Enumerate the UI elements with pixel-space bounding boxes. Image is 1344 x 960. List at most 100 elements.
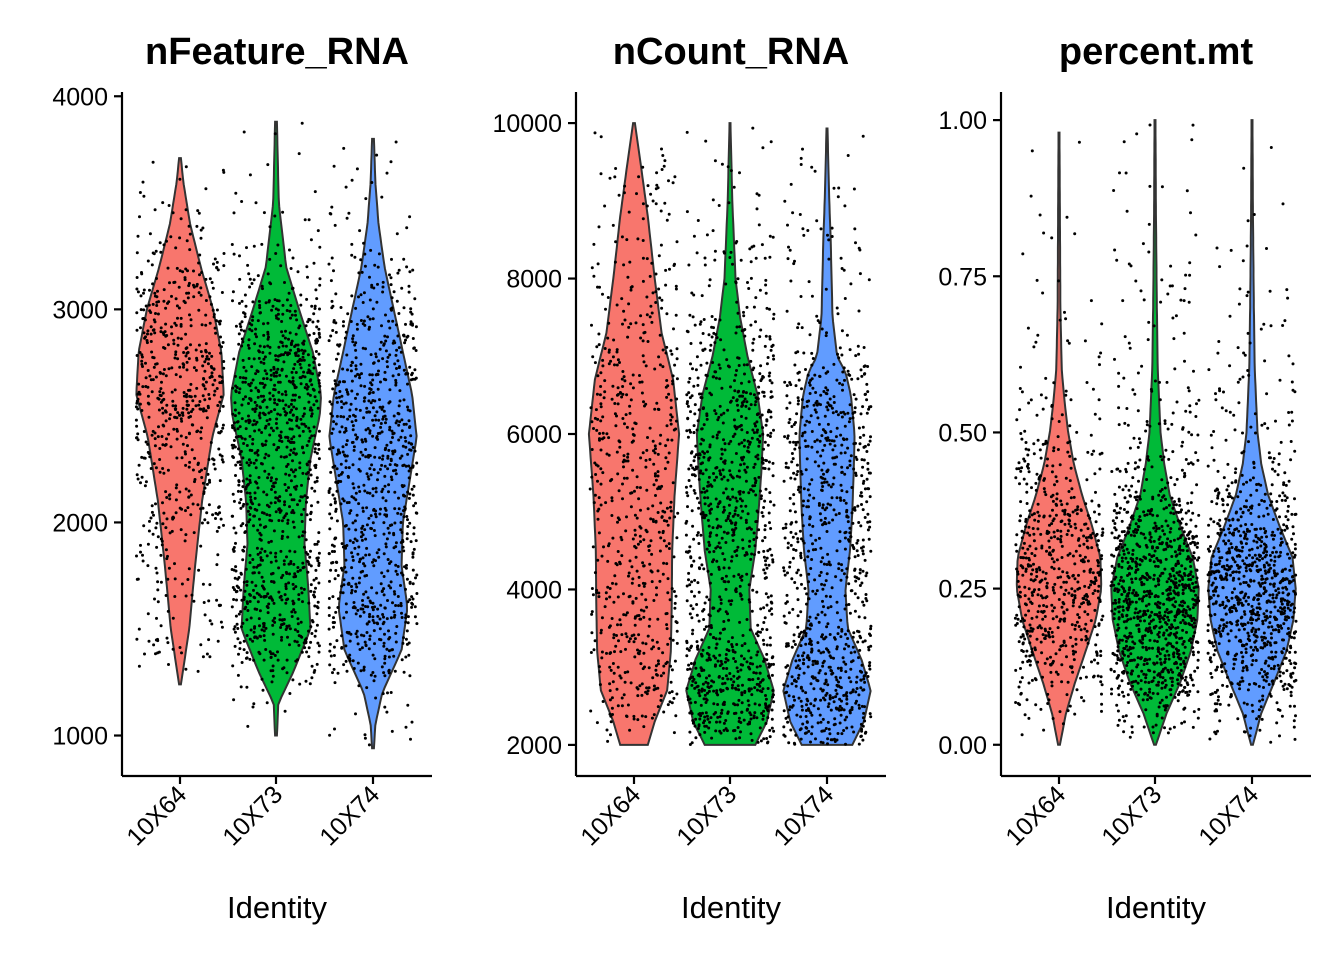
- data-point: [820, 434, 824, 438]
- data-point: [618, 560, 622, 564]
- data-point: [346, 417, 350, 421]
- data-point: [409, 540, 413, 544]
- data-point: [629, 491, 633, 495]
- data-point: [253, 491, 257, 495]
- data-point: [765, 556, 769, 560]
- data-point: [714, 656, 717, 660]
- data-point: [314, 339, 318, 343]
- data-point: [833, 444, 837, 448]
- data-point: [315, 476, 319, 480]
- data-point: [699, 442, 703, 446]
- data-point: [201, 226, 205, 230]
- data-point: [344, 558, 348, 562]
- data-point: [333, 223, 337, 227]
- data-point: [407, 290, 411, 294]
- data-point: [711, 526, 715, 530]
- data-point: [307, 426, 311, 430]
- data-point: [745, 552, 749, 556]
- data-point: [336, 606, 340, 609]
- data-point: [760, 494, 763, 498]
- data-point: [636, 694, 640, 698]
- data-point: [606, 585, 610, 589]
- data-point: [700, 294, 704, 298]
- data-point: [699, 512, 703, 516]
- data-point: [604, 501, 608, 505]
- data-point: [328, 512, 332, 516]
- data-point: [355, 392, 359, 396]
- data-point: [640, 380, 644, 384]
- data-point: [189, 324, 193, 328]
- data-point: [267, 422, 271, 426]
- data-point: [391, 432, 395, 436]
- data-point: [675, 536, 679, 540]
- data-point: [843, 594, 847, 598]
- data-point: [219, 395, 223, 399]
- data-point: [170, 390, 174, 394]
- data-point: [376, 478, 379, 482]
- data-point: [272, 371, 276, 375]
- data-point: [259, 311, 262, 315]
- data-point: [675, 240, 679, 244]
- data-point: [692, 537, 696, 541]
- data-point: [366, 491, 369, 495]
- data-point: [371, 399, 375, 402]
- data-point: [654, 301, 658, 304]
- data-point: [724, 719, 728, 722]
- data-point: [760, 460, 764, 464]
- data-point: [745, 400, 749, 404]
- data-point: [362, 665, 366, 669]
- data-point: [139, 326, 142, 330]
- data-point: [135, 287, 139, 291]
- data-point: [146, 564, 150, 568]
- data-point: [763, 440, 767, 444]
- data-point: [823, 477, 827, 481]
- data-point: [764, 694, 767, 697]
- data-point: [365, 406, 369, 410]
- data-point: [141, 559, 145, 563]
- data-point: [236, 637, 240, 641]
- data-point: [758, 434, 762, 438]
- data-point: [291, 376, 295, 380]
- data-point: [862, 433, 866, 437]
- data-point: [394, 569, 398, 573]
- data-point: [238, 452, 242, 456]
- data-point: [763, 524, 767, 528]
- data-point: [195, 284, 199, 288]
- data-point: [752, 671, 756, 675]
- data-point: [622, 592, 625, 596]
- data-point: [149, 332, 153, 336]
- data-point: [354, 612, 358, 616]
- data-point: [743, 642, 747, 646]
- data-point: [721, 421, 725, 425]
- data-point: [189, 343, 192, 347]
- data-point: [257, 617, 261, 621]
- data-point: [649, 539, 653, 543]
- data-point: [379, 425, 383, 429]
- data-point: [832, 462, 836, 466]
- data-point: [252, 461, 256, 465]
- data-point: [602, 396, 606, 400]
- data-point: [690, 509, 694, 513]
- data-point: [289, 304, 293, 307]
- data-point: [268, 225, 272, 229]
- data-point: [593, 416, 597, 420]
- data-point: [158, 390, 162, 394]
- data-point: [620, 377, 624, 381]
- data-point: [842, 438, 846, 442]
- data-point: [841, 383, 844, 387]
- data-point: [282, 559, 286, 563]
- data-point: [318, 277, 322, 281]
- data-point: [394, 378, 398, 382]
- data-point: [769, 140, 773, 144]
- data-point: [762, 447, 765, 451]
- data-point: [629, 681, 633, 685]
- data-point: [765, 643, 769, 647]
- data-point: [318, 390, 321, 394]
- data-point: [845, 726, 849, 730]
- x-tick-label: 10X64: [121, 780, 192, 851]
- data-point: [765, 652, 769, 656]
- data-point: [165, 437, 168, 441]
- data-point: [368, 429, 372, 433]
- data-point: [267, 411, 271, 415]
- data-point: [762, 390, 766, 394]
